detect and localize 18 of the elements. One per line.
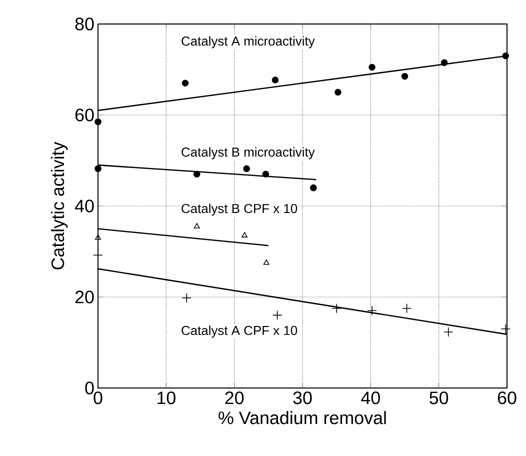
y-tick-label: 20 bbox=[75, 290, 94, 304]
y-tick-label: 60 bbox=[75, 108, 94, 122]
x-tick-label: 0 bbox=[94, 392, 102, 404]
legend-label: Catalyst A microactivity bbox=[182, 36, 315, 48]
y-axis-title: Catalytic activity bbox=[50, 142, 68, 270]
x-axis-title: % Vanadium removal bbox=[218, 411, 386, 424]
x-tick-label: 30 bbox=[293, 392, 312, 404]
series-label: Catalyst A CPF x 10 bbox=[182, 326, 298, 338]
series-label: Catalyst B microactivity bbox=[182, 147, 315, 160]
x-tick-label: 50 bbox=[430, 392, 448, 404]
y-tick-label: 40 bbox=[74, 200, 94, 212]
x-tick-label: 20 bbox=[225, 392, 244, 404]
x-tick-label: 60 bbox=[498, 392, 516, 404]
y-tick-label: 80 bbox=[75, 18, 94, 30]
x-tick-label: 40 bbox=[361, 392, 380, 404]
x-tick-label: 10 bbox=[158, 392, 176, 404]
series-label: Catalyst B CPF x 10 bbox=[182, 204, 298, 216]
y-tick-label: 0 bbox=[85, 382, 94, 394]
